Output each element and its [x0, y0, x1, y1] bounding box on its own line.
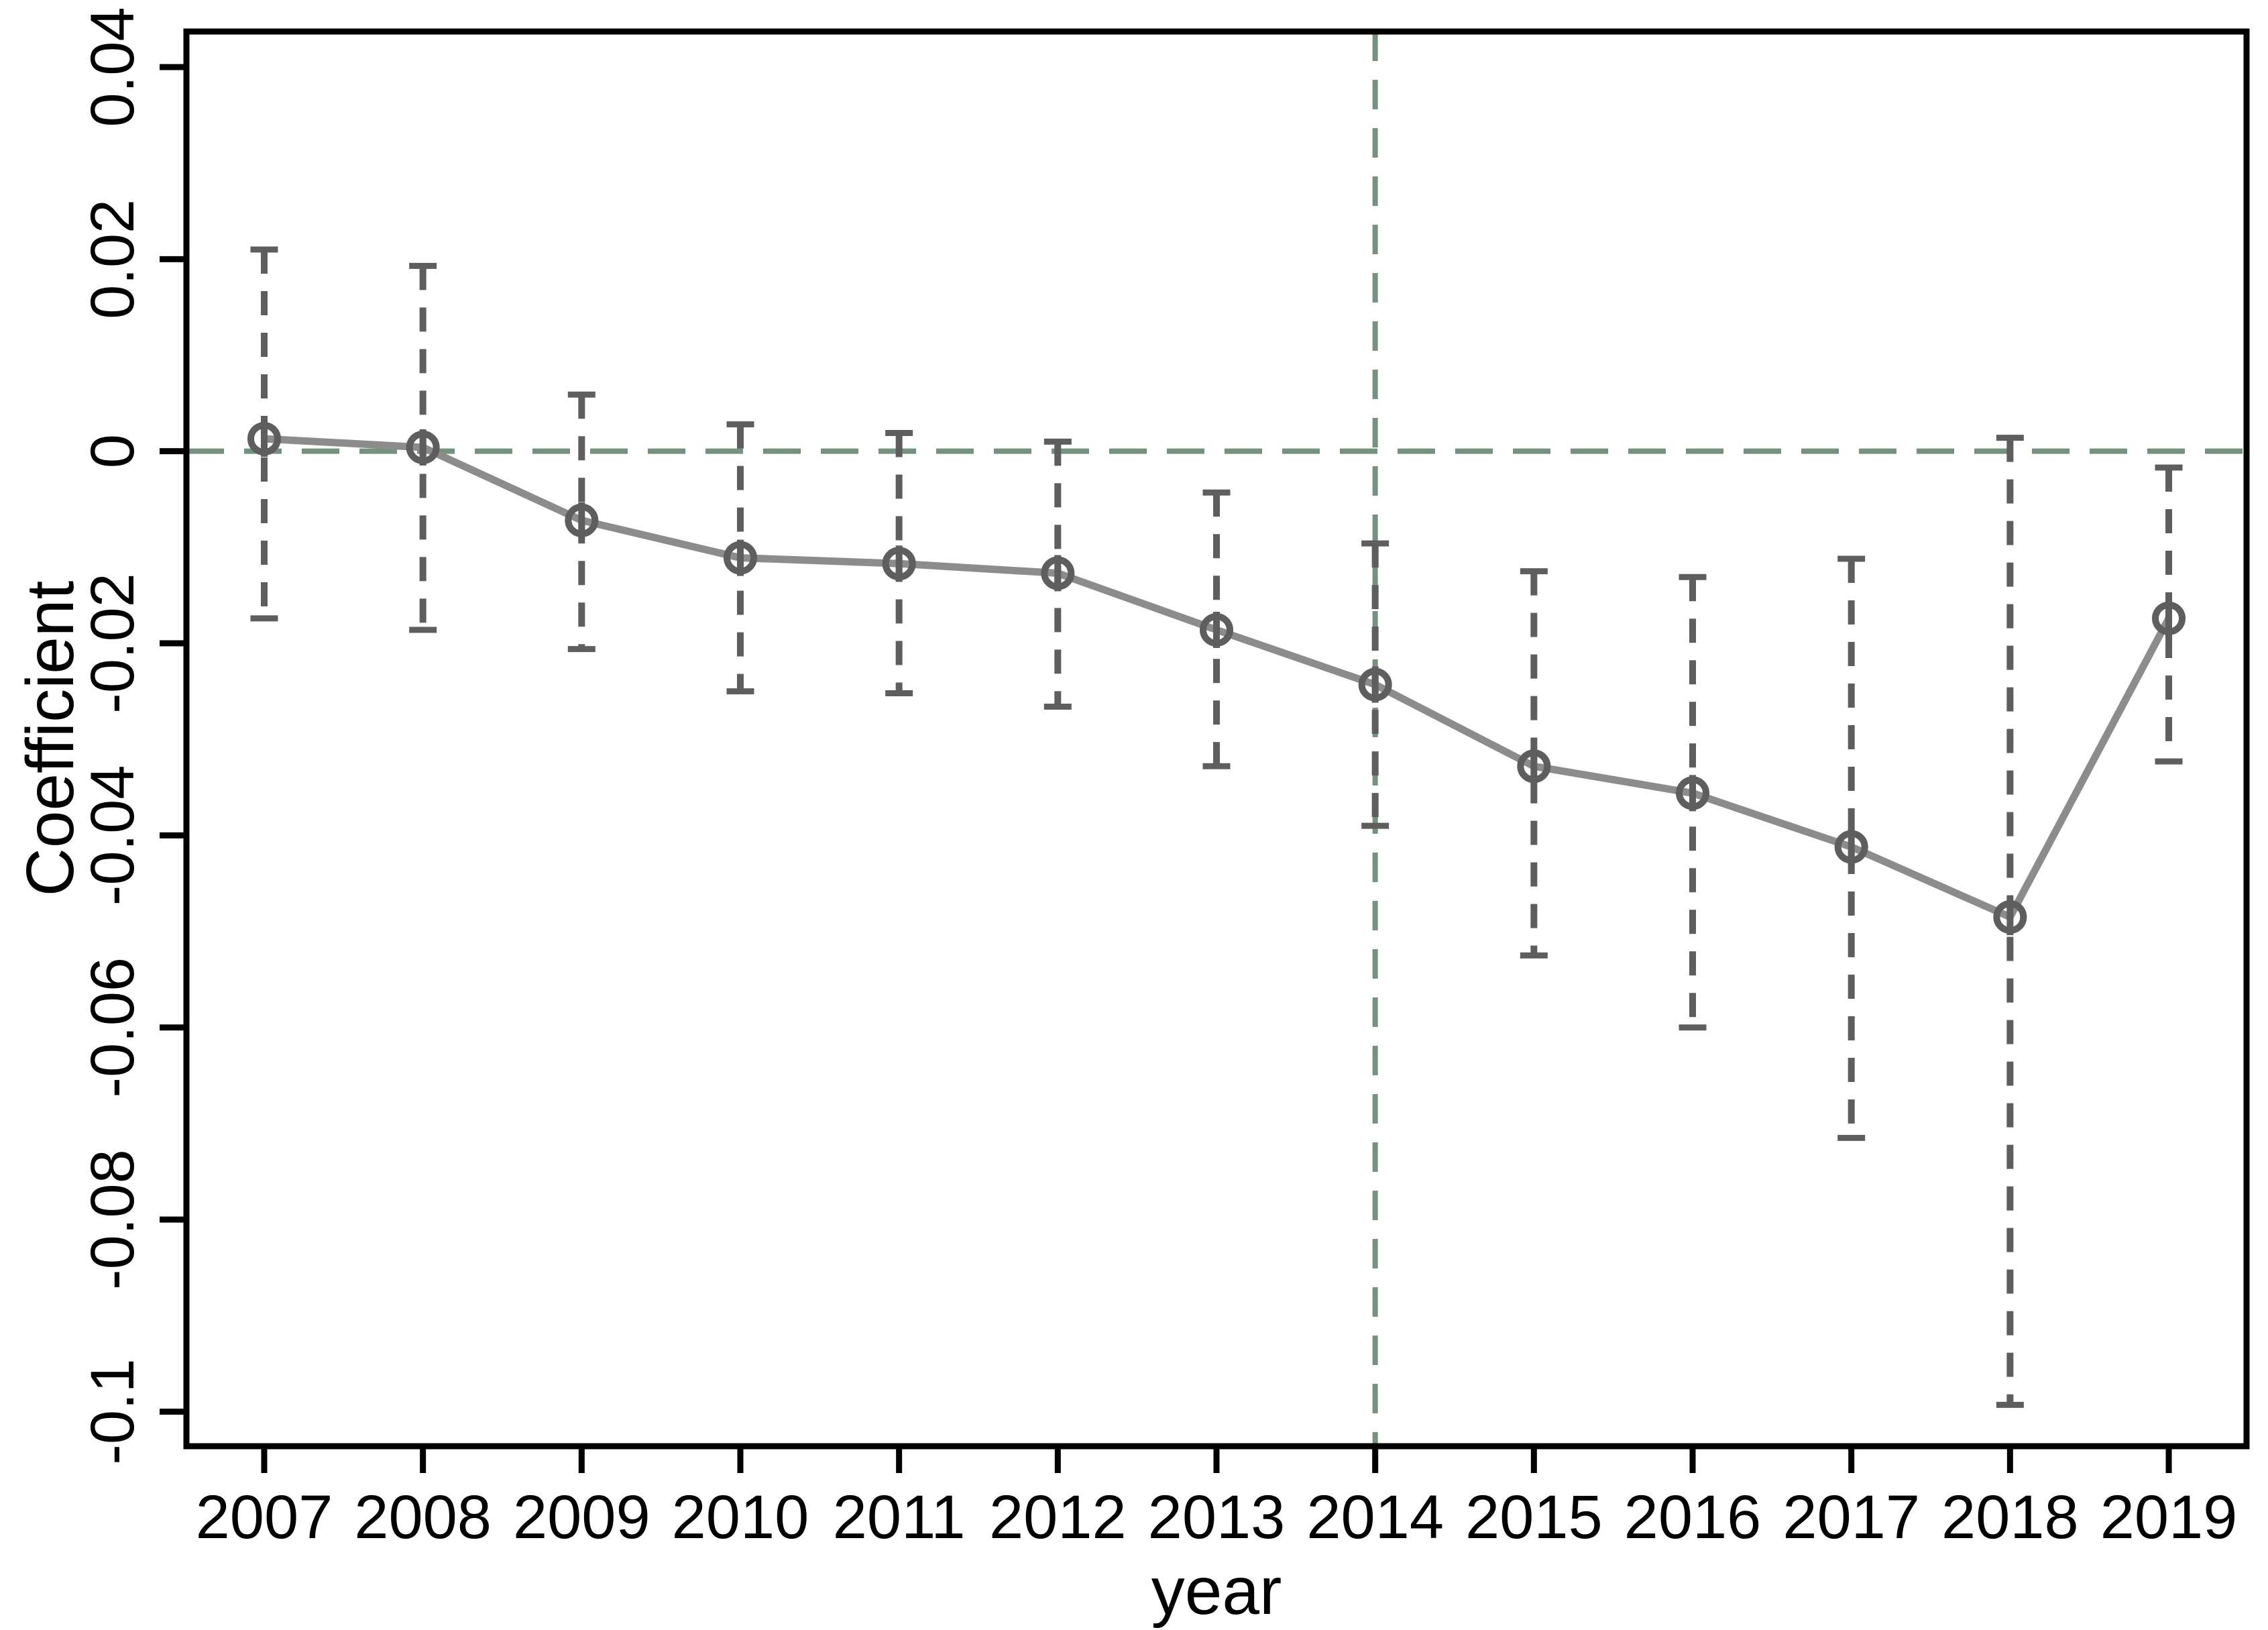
data-point-2009 — [565, 503, 599, 537]
y-axis-title: Coefficient — [13, 580, 88, 896]
data-point-2016 — [1676, 776, 1710, 810]
x-tick-label-2012: 2012 — [989, 1483, 1127, 1552]
x-tick-label-2015: 2015 — [1465, 1483, 1603, 1552]
x-axis-title: year — [1151, 1554, 1282, 1629]
data-point-2019 — [2152, 601, 2186, 635]
y-tick-label-0.04: 0.04 — [78, 7, 147, 127]
y-tick-label-0.02: 0.02 — [78, 199, 147, 319]
x-tick-label-2013: 2013 — [1148, 1483, 1286, 1552]
y-tick-label--0.08: -0.08 — [78, 1149, 147, 1290]
x-tick-label-2007: 2007 — [196, 1483, 333, 1552]
data-point-2007 — [247, 422, 281, 456]
y-tick-label--0.02: -0.02 — [78, 573, 147, 714]
x-tick-label-2009: 2009 — [513, 1483, 650, 1552]
data-point-2014 — [1358, 667, 1392, 702]
data-point-2017 — [1834, 830, 1868, 864]
x-tick-label-2018: 2018 — [1941, 1483, 2079, 1552]
y-tick-label--0.1: -0.1 — [78, 1358, 147, 1465]
x-tick-label-2008: 2008 — [354, 1483, 492, 1552]
data-point-2013 — [1200, 612, 1233, 647]
data-point-2015 — [1517, 749, 1551, 783]
data-point-2012 — [1041, 556, 1075, 590]
y-tick-label-0: 0 — [78, 434, 147, 468]
y-tick-label--0.06: -0.06 — [78, 957, 147, 1098]
x-tick-label-2019: 2019 — [2100, 1483, 2238, 1552]
data-point-2018 — [1993, 900, 2027, 934]
x-tick-label-2011: 2011 — [833, 1483, 966, 1552]
data-point-2010 — [723, 541, 757, 575]
x-tick-label-2014: 2014 — [1306, 1483, 1444, 1552]
y-tick-label--0.04: -0.04 — [78, 765, 147, 906]
data-point-2011 — [882, 547, 916, 581]
x-tick-label-2017: 2017 — [1782, 1483, 1920, 1552]
plot-border — [183, 28, 2250, 1450]
x-tick-label-2010: 2010 — [672, 1483, 809, 1552]
x-tick-label-2016: 2016 — [1624, 1483, 1762, 1552]
data-point-2008 — [406, 430, 440, 464]
